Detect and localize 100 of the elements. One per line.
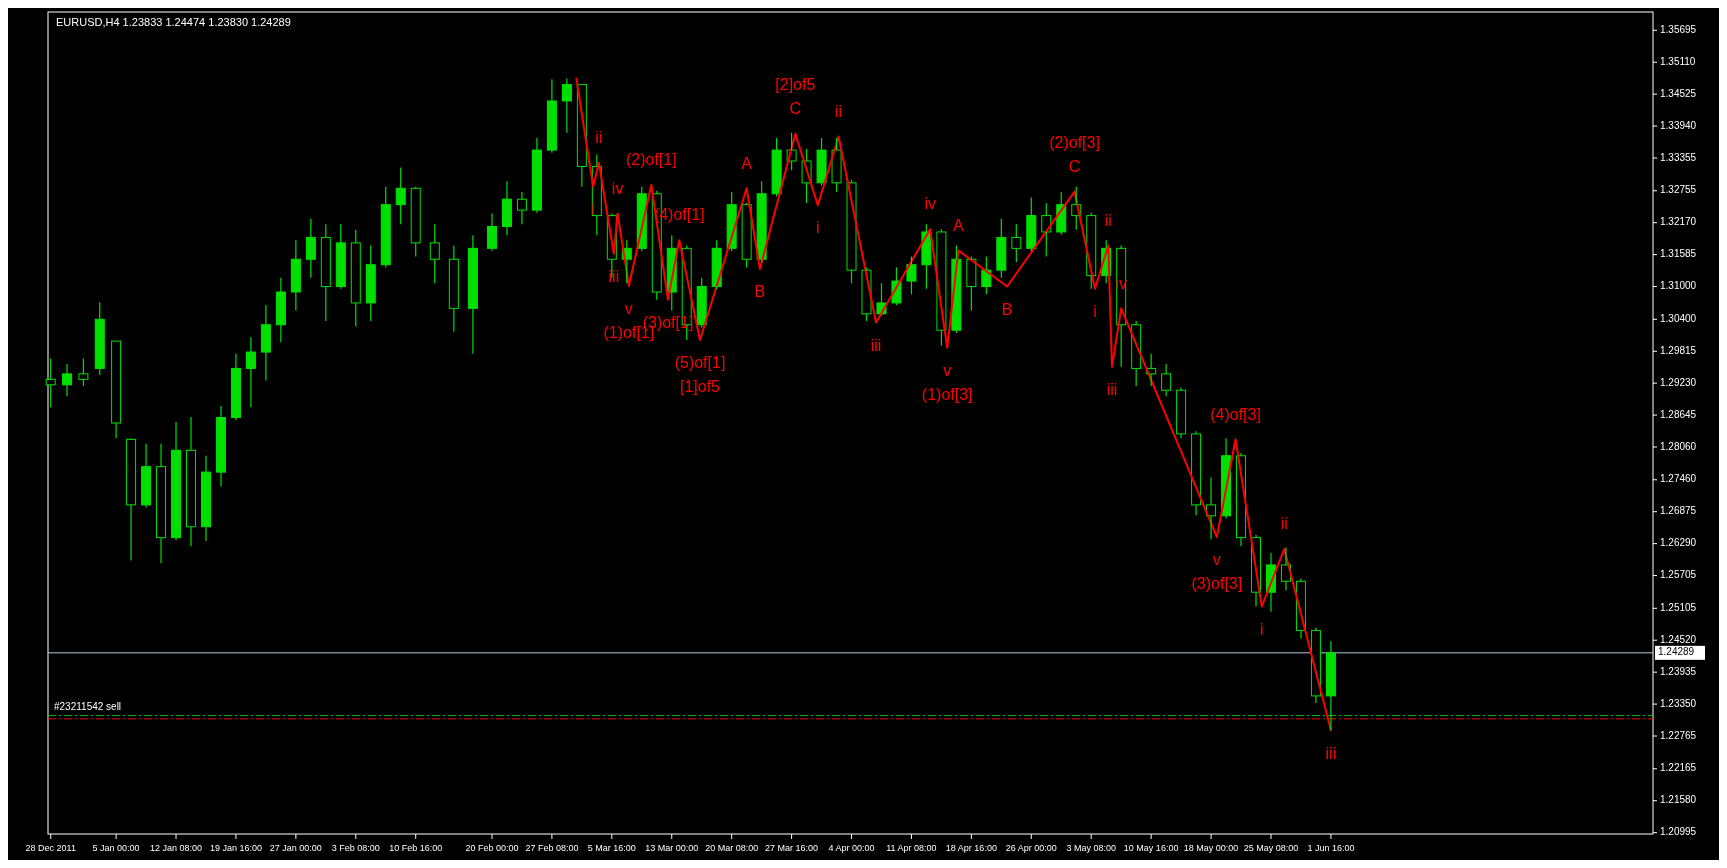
x-tick-label: 19 Jan 16:00 <box>209 843 262 853</box>
candlestick <box>501 180 512 236</box>
y-tick-label: 1.26875 <box>1660 505 1697 517</box>
y-tick-label: 1.25705 <box>1660 569 1697 581</box>
y-tick-label: 1.21580 <box>1660 794 1697 806</box>
annotation: v <box>1212 551 1221 569</box>
annotation: ii <box>1104 211 1112 229</box>
annotation: i <box>1260 620 1264 638</box>
candlestick <box>448 245 459 333</box>
candlestick <box>350 229 361 327</box>
y-tick-label: 1.28060 <box>1660 440 1697 452</box>
candlestick <box>1026 196 1037 252</box>
y-tick-label: 1.33940 <box>1660 119 1697 131</box>
candlestick <box>546 78 557 154</box>
annotation: C <box>1068 157 1081 175</box>
x-tick-label: 11 Apr 08:00 <box>886 843 937 853</box>
annotation: iii <box>1325 744 1337 762</box>
y-tick-label: 1.32755 <box>1660 184 1697 196</box>
x-tick-label: 28 Dec 2011 <box>25 843 76 853</box>
candlestick <box>275 277 286 343</box>
candlestick <box>1325 640 1336 731</box>
x-tick-label: 1 Jun 16:00 <box>1307 843 1355 853</box>
y-tick-label: 1.31000 <box>1660 280 1697 292</box>
x-tick-label: 27 Feb 08:00 <box>525 843 579 853</box>
candlestick <box>171 421 182 541</box>
candlestick <box>320 223 331 322</box>
x-tick-label: 18 Apr 16:00 <box>945 843 997 853</box>
candlestick <box>966 255 977 312</box>
candlestick <box>156 443 167 564</box>
candlestick <box>906 255 917 295</box>
annotation: v <box>943 361 952 379</box>
y-tick-label: 1.22165 <box>1660 762 1697 774</box>
annotation: i <box>1093 302 1097 320</box>
y-tick-label: 1.29230 <box>1660 376 1697 388</box>
annotation: (2)of[3] <box>1049 133 1100 151</box>
annotation: iii <box>608 268 620 286</box>
y-tick-label: 1.23350 <box>1660 697 1697 709</box>
candlestick <box>94 301 105 376</box>
ref-line-label: #23211542 sell <box>54 700 122 712</box>
y-tick-label: 1.22765 <box>1660 729 1697 741</box>
x-tick-label: 27 Jan 00:00 <box>269 843 322 853</box>
candlestick <box>230 353 241 421</box>
x-tick-label: 20 Mar 08:00 <box>705 843 759 853</box>
y-tick-label: 1.30400 <box>1660 312 1697 324</box>
candlestick <box>1206 476 1217 540</box>
x-tick-label: 25 May 08:00 <box>1243 843 1299 853</box>
candlestick <box>186 416 196 547</box>
candlestick <box>395 166 406 225</box>
candlestick <box>1011 223 1022 263</box>
annotation: ii <box>595 128 603 146</box>
x-tick-label: 4 Apr 00:00 <box>828 843 875 853</box>
y-tick-label: 1.33355 <box>1660 151 1697 163</box>
candlestick <box>45 357 56 408</box>
annotation: (2)of[1] <box>625 151 677 169</box>
annotation: ii <box>835 102 843 120</box>
annotation: A <box>953 216 965 234</box>
candlestick <box>215 405 226 487</box>
annotation: (5)of[1] <box>674 354 726 372</box>
y-tick-label: 1.29815 <box>1660 344 1697 356</box>
candlestick <box>1041 202 1052 258</box>
y-tick-label: 1.27460 <box>1660 473 1697 485</box>
candlestick <box>380 186 391 269</box>
candlestick <box>290 239 301 312</box>
candlestick <box>996 218 1007 279</box>
candlestick <box>126 438 137 562</box>
y-tick-label: 1.23935 <box>1660 665 1697 677</box>
y-tick-label: 1.35695 <box>1660 23 1697 35</box>
x-tick-label: 5 Mar 16:00 <box>587 843 636 853</box>
annotation: i <box>816 219 820 237</box>
candlestick <box>305 218 316 279</box>
annotation: [1]of5 <box>679 378 721 396</box>
annotation: C <box>789 99 802 117</box>
x-tick-label: 5 Jan 00:00 <box>92 843 140 853</box>
annotation: (3)of[3] <box>1191 575 1243 593</box>
candlestick <box>365 245 376 322</box>
annotation: iv <box>611 179 624 197</box>
annotation: iii <box>1106 381 1118 399</box>
y-tick-label: 1.26290 <box>1660 537 1697 549</box>
y-tick-label: 1.31585 <box>1660 248 1697 260</box>
x-tick-label: 12 Jan 08:00 <box>150 843 203 853</box>
candlestick <box>78 357 89 387</box>
candlestick <box>467 234 478 355</box>
x-tick-label: 3 May 08:00 <box>1066 843 1116 853</box>
candlestick <box>531 137 542 214</box>
candlestick <box>831 137 842 193</box>
x-tick-label: 3 Feb 08:00 <box>331 843 380 853</box>
annotation: i <box>591 200 595 218</box>
x-tick-label: 10 May 16:00 <box>1123 843 1179 853</box>
annotation: A <box>741 154 753 172</box>
annotation: B <box>1001 300 1013 318</box>
annotation: ii <box>1280 515 1288 533</box>
y-tick-label: 1.25105 <box>1660 601 1697 613</box>
candlestick <box>200 455 211 542</box>
x-tick-label: 10 Feb 16:00 <box>389 843 443 853</box>
y-tick-label: 1.28645 <box>1660 408 1697 420</box>
candlestick <box>516 191 527 225</box>
annotation: iv <box>924 195 936 213</box>
candlestick <box>1161 363 1172 397</box>
annotation: (1)of[3] <box>921 385 973 403</box>
annotation: iii <box>870 336 882 354</box>
